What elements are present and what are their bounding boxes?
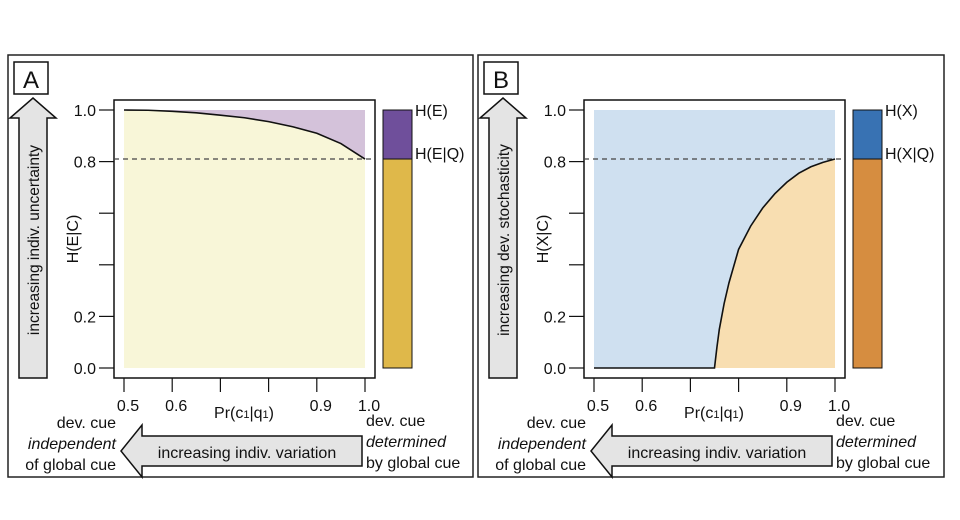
panel-border	[477, 54, 945, 478]
panel-label-box	[13, 61, 49, 95]
bar-bottom-segment	[852, 158, 883, 369]
y-axis-label: H(X|C)	[535, 215, 552, 264]
region-below-curve	[594, 159, 835, 368]
vertical-arrow-icon	[7, 97, 59, 379]
panel-label: B	[493, 67, 509, 94]
left-note-line: dev. cue	[527, 415, 586, 432]
x-label-part: Pr(c	[214, 405, 243, 422]
y-tick-label: 0.0	[544, 361, 566, 378]
panel-label: A	[23, 67, 39, 94]
x-label-subscript: 1	[733, 409, 739, 421]
bar-top-segment	[382, 109, 413, 160]
horizontal-arrow-label: increasing indiv. variation	[158, 445, 336, 462]
left-note-line: independent	[28, 436, 117, 453]
bar-top-label: H(X)	[885, 103, 918, 120]
horizontal-arrow-label: increasing indiv. variation	[628, 445, 806, 462]
panel-border	[7, 54, 474, 478]
x-label-part: )	[739, 405, 744, 422]
left-note-line: of global cue	[25, 457, 116, 474]
x-tick-label: 0.9	[780, 398, 802, 415]
panel-label-box	[483, 61, 519, 95]
y-tick-label: 0.2	[74, 309, 96, 326]
vertical-arrow-label: increasing dev. stochasticity	[496, 144, 513, 336]
x-label-subscript: 1	[713, 409, 719, 421]
vertical-arrow-label: increasing indiv. uncertainty	[26, 145, 43, 335]
x-label-subscript: 1	[263, 409, 269, 421]
left-note-line: dev. cue	[57, 415, 116, 432]
x-label-part: )	[269, 405, 274, 422]
panel-b: B0.00.20.81.00.5 0.6 0.9 1.0H(X|C)Pr(c1|q1)…	[477, 54, 945, 480]
x-tick-label: 0.5	[587, 398, 609, 415]
x-axis-label: Pr(c1|q1)	[684, 405, 744, 422]
vertical-arrow-icon	[477, 97, 529, 379]
x-tick-label: 0.5	[117, 398, 139, 415]
y-tick-label: 0.8	[544, 155, 566, 172]
x-axis-label: Pr(c1|q1)	[214, 405, 274, 422]
x-tick-label: 1.0	[358, 398, 380, 415]
right-note-line: by global cue	[366, 455, 460, 472]
curve-line	[123, 109, 366, 160]
right-note-line: dev. cue	[366, 413, 425, 430]
right-note-line: dev. cue	[836, 413, 895, 430]
panel-a: A0.00.20.81.00.5 0.6 0.9 1.0H(E|C)Pr(c1|q1)…	[7, 54, 474, 480]
bar-bottom-segment	[382, 158, 413, 369]
bar-top-segment	[852, 109, 883, 160]
y-axis-label: H(E|C)	[65, 215, 82, 264]
y-tick-label: 0.8	[74, 155, 96, 172]
x-label-part: |q	[249, 405, 262, 422]
x-label-part: Pr(c	[684, 405, 713, 422]
x-label-subscript: 1	[243, 409, 249, 421]
left-note-line: of global cue	[495, 457, 586, 474]
right-note-line: determined	[366, 434, 447, 451]
x-tick-label: 1.0	[828, 398, 850, 415]
y-tick-label: 0.0	[74, 361, 96, 378]
x-tick-label: 0.6	[165, 398, 187, 415]
region-below-curve	[124, 110, 365, 368]
right-note-line: by global cue	[836, 455, 930, 472]
bar-split-label: H(E|Q)	[415, 146, 464, 163]
x-label-part: |q	[719, 405, 732, 422]
bar-top-label: H(E)	[415, 103, 448, 120]
horizontal-arrow-icon	[120, 422, 363, 480]
y-tick-label: 0.2	[544, 309, 566, 326]
bar-split-label: H(X|Q)	[885, 146, 934, 163]
y-tick-label: 1.0	[74, 103, 96, 120]
x-tick-label: 0.9	[310, 398, 332, 415]
horizontal-arrow-icon	[590, 422, 833, 480]
right-note-line: determined	[836, 434, 917, 451]
y-tick-label: 1.0	[544, 103, 566, 120]
curve-line	[594, 158, 836, 369]
x-tick-label: 0.6	[635, 398, 657, 415]
left-note-line: independent	[498, 436, 587, 453]
